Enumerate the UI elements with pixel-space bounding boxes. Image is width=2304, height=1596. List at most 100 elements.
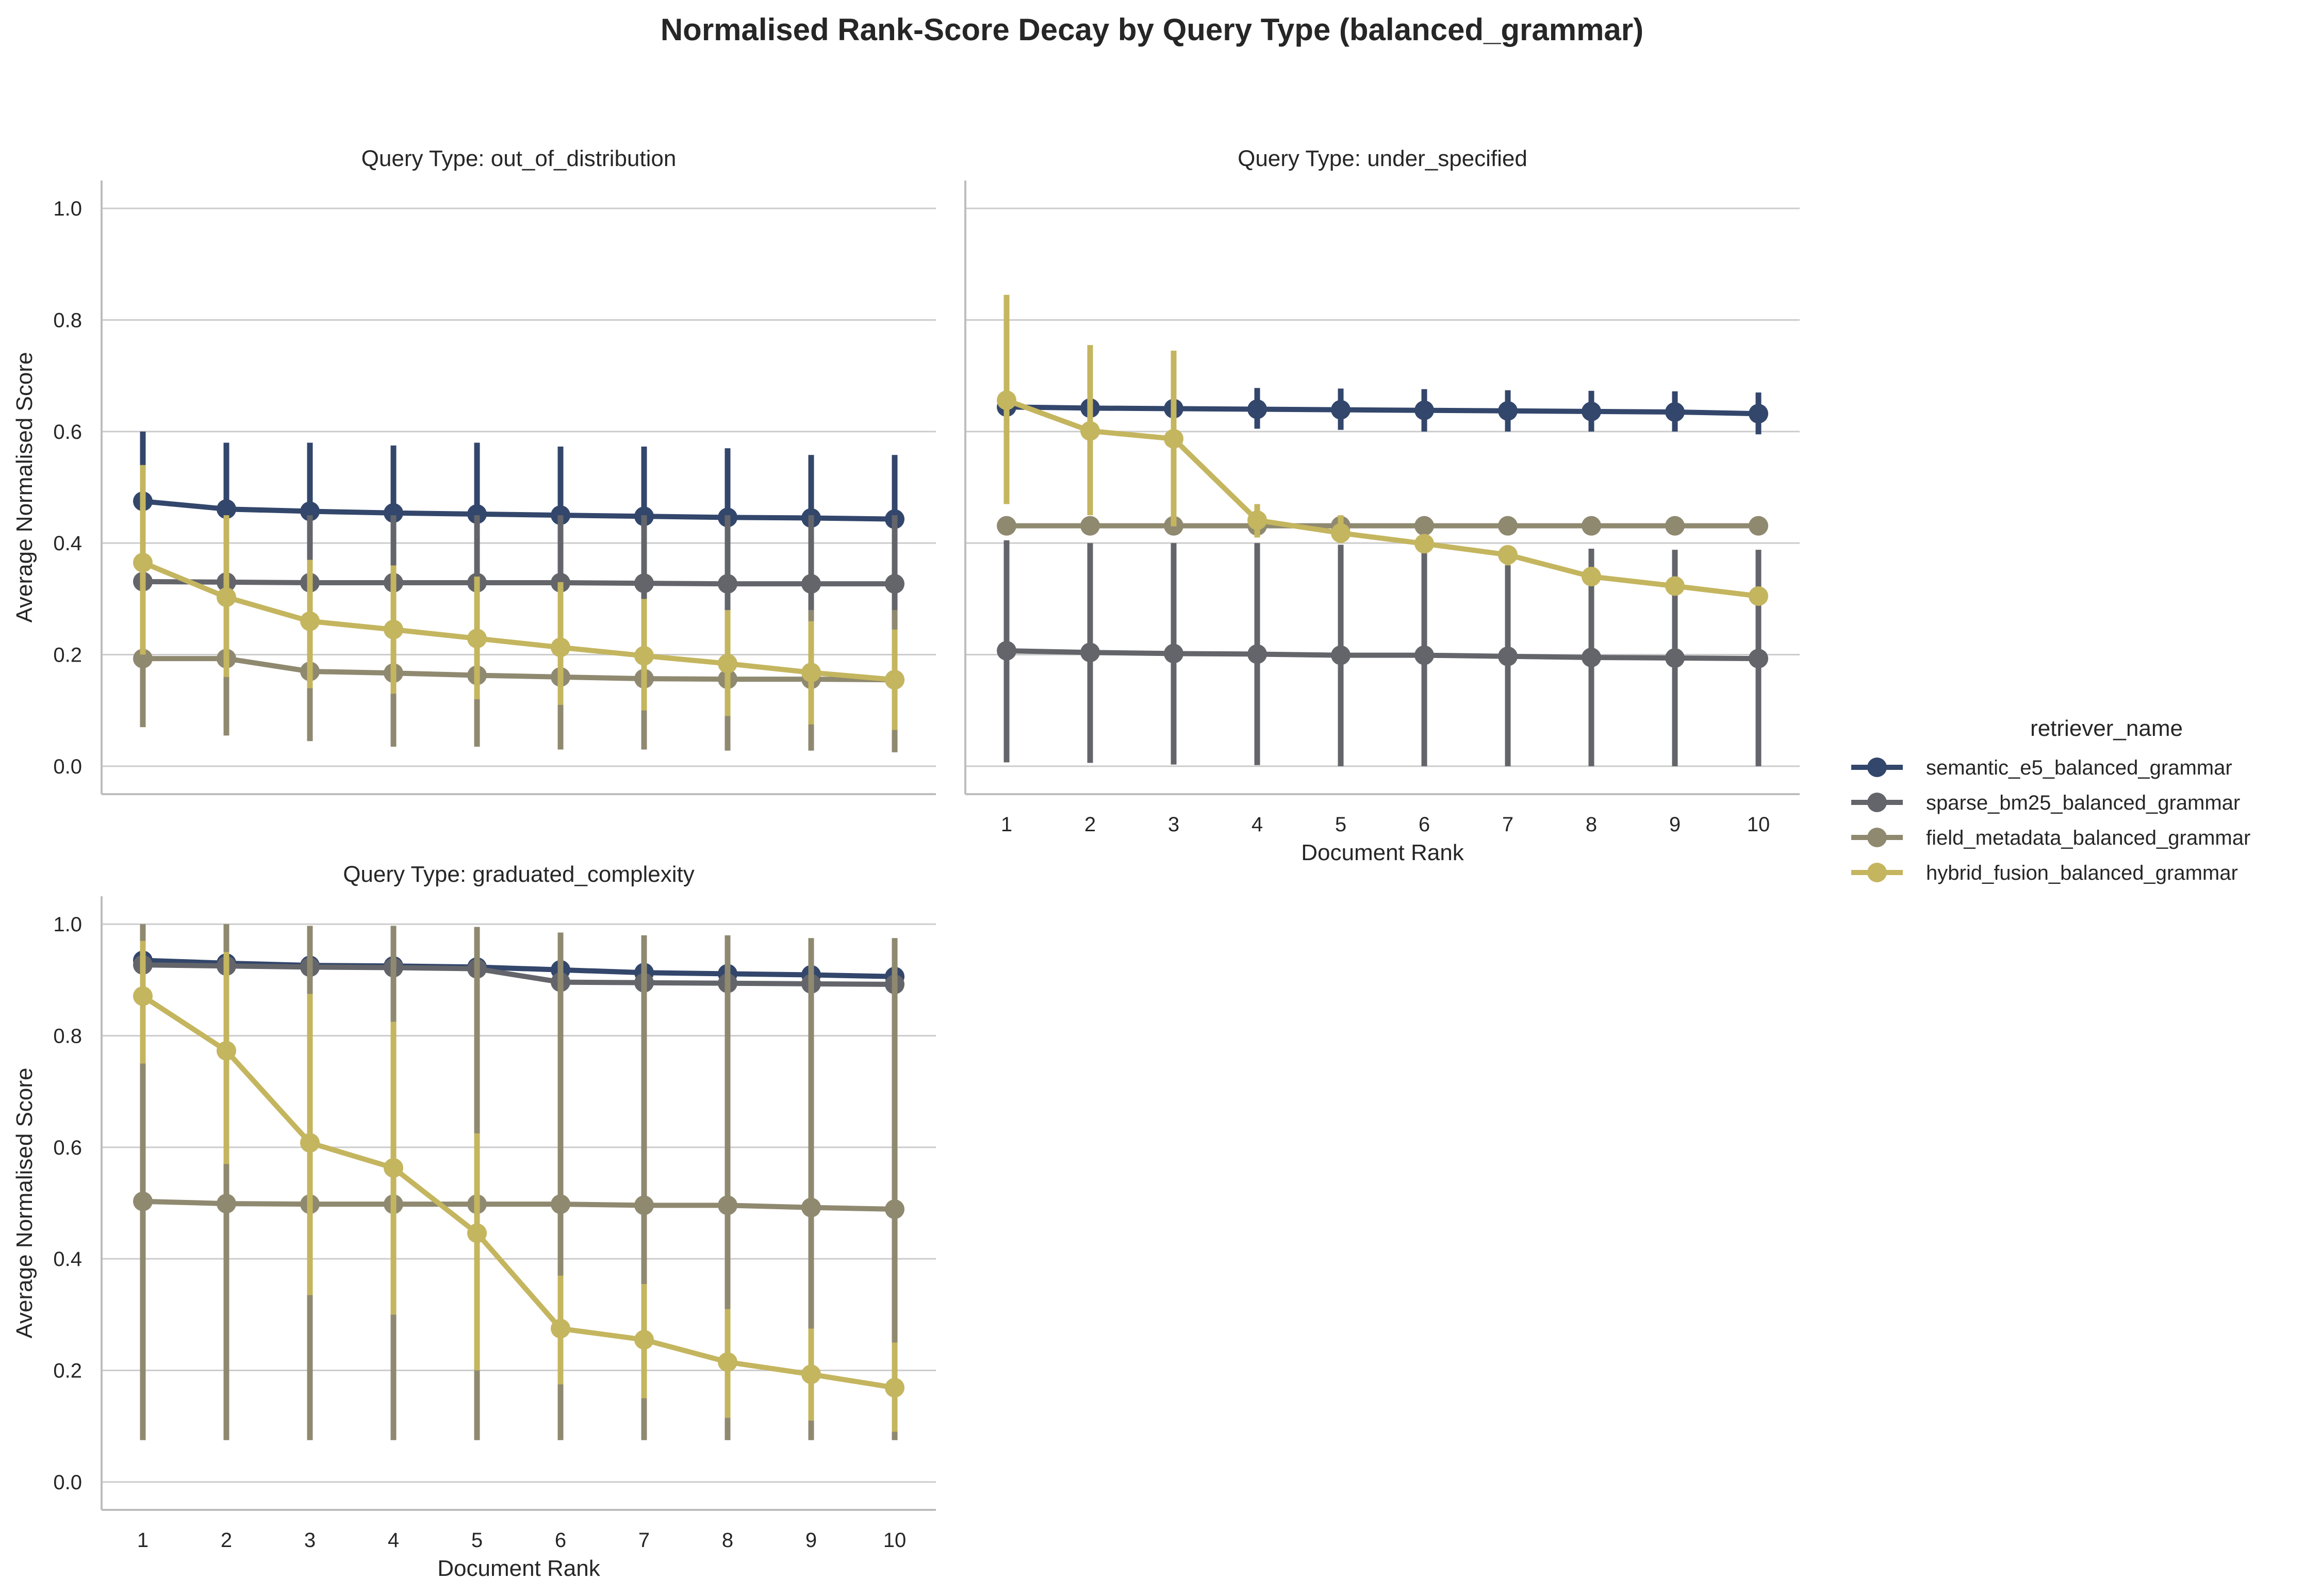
data-point (1080, 516, 1100, 536)
x-tick-label: 7 (1502, 813, 1513, 836)
data-point (1749, 586, 1768, 606)
panel-title: Query Type: under_specified (1238, 146, 1527, 171)
legend-title: retriever_name (2030, 716, 2183, 741)
y-tick-label: 0.0 (53, 1471, 82, 1494)
data-point (133, 1191, 153, 1211)
y-tick-label: 0.8 (53, 309, 82, 332)
data-point (1414, 516, 1434, 536)
legend-label: sparse_bm25_balanced_grammar (1926, 792, 2240, 814)
data-point (801, 1197, 821, 1217)
y-axis-label: Average Normalised Score (12, 352, 37, 623)
data-point (1749, 516, 1768, 536)
x-tick-label: 3 (1168, 813, 1179, 836)
data-point (217, 1194, 236, 1214)
data-point (801, 574, 821, 594)
series-line (142, 499, 895, 522)
x-tick-label: 6 (555, 1529, 566, 1552)
y-tick-label: 1.0 (53, 913, 82, 936)
panel-title: Query Type: out_of_distribution (361, 146, 677, 171)
data-point (384, 503, 403, 523)
data-point (1665, 402, 1685, 422)
data-point (1331, 645, 1351, 665)
data-point (1247, 644, 1267, 664)
x-tick-label: 4 (1252, 813, 1263, 836)
legend-entry: semantic_e5_balanced_grammar (1851, 756, 2232, 779)
data-point (1247, 510, 1267, 530)
legend: retriever_name semantic_e5_balanced_gram… (1851, 716, 2250, 884)
data-point (133, 553, 153, 573)
data-point (1665, 648, 1685, 668)
panel-title: Query Type: graduated_complexity (343, 862, 695, 887)
legend-marker (1867, 793, 1887, 812)
series-hybrid_fusion_balanced_grammar (133, 941, 904, 1432)
data-point (1498, 401, 1518, 421)
panel-out-of-distribution: Query Type: out_of_distribution 0.0 0.2 0.4… (12, 146, 936, 795)
x-tick-label: 9 (1669, 813, 1681, 836)
series-hybrid_fusion_balanced_grammar (997, 294, 1768, 606)
series-line (142, 962, 895, 987)
legend-marker (1867, 828, 1887, 847)
x-tick-label: 4 (388, 1529, 399, 1552)
data-point (634, 573, 654, 594)
x-axis-label: Document Rank (1301, 840, 1464, 865)
series-line (142, 1198, 895, 1212)
series-field_metadata_balanced_grammar (997, 516, 1768, 536)
data-point (1749, 649, 1768, 669)
data-point (1164, 429, 1183, 449)
x-tick-label: 5 (471, 1529, 483, 1552)
data-point (1665, 516, 1685, 536)
data-point (885, 574, 904, 594)
data-point (997, 640, 1016, 661)
x-tick-label: 2 (221, 1529, 232, 1552)
data-point (1331, 400, 1351, 420)
data-point (801, 1364, 821, 1385)
data-point (1414, 534, 1434, 554)
data-point (133, 986, 153, 1006)
data-point (1749, 404, 1768, 424)
series-line (1006, 404, 1759, 417)
data-point (1414, 645, 1434, 665)
data-point (1247, 399, 1267, 419)
data-point (1582, 401, 1601, 421)
data-point (1582, 647, 1601, 667)
data-point (718, 653, 737, 673)
legend-entry: sparse_bm25_balanced_grammar (1851, 792, 2240, 814)
legend-entry: hybrid_fusion_balanced_grammar (1851, 862, 2238, 884)
series-line (141, 994, 895, 1391)
legend-marker (1867, 863, 1887, 882)
series-hybrid_fusion_balanced_grammar (133, 465, 904, 730)
x-tick-label: 10 (883, 1529, 907, 1552)
data-point (885, 1199, 904, 1219)
data-point (1582, 516, 1601, 536)
x-tick-label: 7 (638, 1529, 650, 1552)
y-axis-label: Average Normalised Score (12, 1068, 37, 1339)
data-point (1498, 646, 1518, 666)
y-tick-label: 0.6 (53, 1137, 82, 1159)
series-line (143, 656, 895, 683)
y-tick-label: 1.0 (53, 198, 82, 220)
y-tick-label: 0.4 (53, 532, 82, 555)
x-tick-label: 5 (1335, 813, 1346, 836)
series-line (142, 579, 895, 587)
data-point (1665, 576, 1685, 596)
series-line (1006, 398, 1759, 599)
x-tick-label: 8 (722, 1529, 733, 1552)
series-line (1006, 648, 1759, 662)
y-tick-label: 0.2 (53, 644, 82, 667)
data-point (300, 501, 320, 521)
data-point (1080, 421, 1100, 441)
series-semantic_e5_balanced_grammar (133, 431, 904, 582)
x-tick-label: 9 (805, 1529, 817, 1552)
x-tick-label: 3 (304, 1529, 316, 1552)
data-point (384, 619, 403, 639)
legend-entry: field_metadata_balanced_grammar (1851, 827, 2250, 849)
data-point (885, 1378, 904, 1398)
y-tick-label: 0.0 (53, 755, 82, 778)
figure-title: Normalised Rank-Score Decay by Query Typ… (661, 12, 1643, 47)
data-point (217, 587, 236, 607)
data-point (551, 1319, 570, 1339)
data-point (718, 1195, 737, 1215)
x-tick-label: 1 (137, 1529, 149, 1552)
